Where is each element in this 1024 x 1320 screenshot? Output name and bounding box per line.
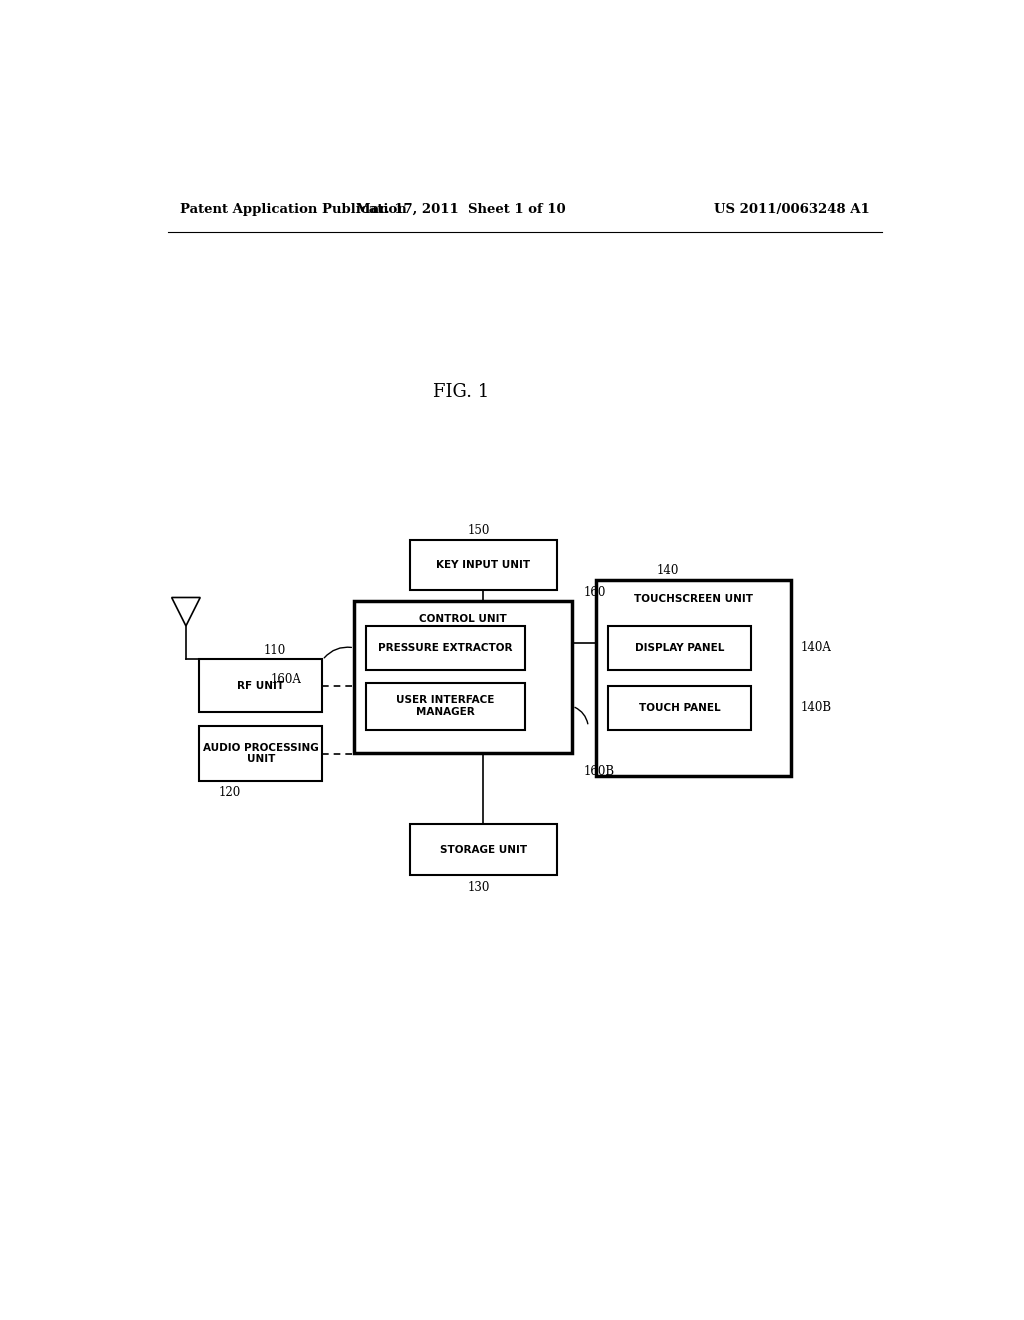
Text: 160A: 160A (270, 673, 301, 686)
Text: Mar. 17, 2011  Sheet 1 of 10: Mar. 17, 2011 Sheet 1 of 10 (356, 203, 566, 215)
Bar (367, 682, 524, 730)
Text: 140B: 140B (801, 701, 833, 714)
Text: Patent Application Publication: Patent Application Publication (179, 203, 407, 215)
Text: STORAGE UNIT: STORAGE UNIT (439, 845, 526, 854)
Bar (410, 824, 557, 875)
Bar (410, 540, 557, 590)
Text: AUDIO PROCESSING
UNIT: AUDIO PROCESSING UNIT (203, 743, 318, 764)
Bar (596, 581, 791, 776)
Text: 160: 160 (584, 586, 606, 599)
Text: 140A: 140A (801, 640, 831, 653)
Text: FIG. 1: FIG. 1 (433, 383, 489, 401)
Text: US 2011/0063248 A1: US 2011/0063248 A1 (715, 203, 870, 215)
Bar (608, 626, 751, 669)
Text: USER INTERFACE
MANAGER: USER INTERFACE MANAGER (396, 696, 495, 717)
Bar (200, 726, 323, 781)
Text: KEY INPUT UNIT: KEY INPUT UNIT (436, 560, 530, 570)
Bar (354, 601, 572, 752)
Text: CONTROL UNIT: CONTROL UNIT (420, 614, 507, 624)
Text: 120: 120 (218, 787, 241, 799)
Bar (608, 686, 751, 730)
Text: 160B: 160B (584, 764, 614, 777)
Text: 140: 140 (656, 564, 679, 577)
Text: TOUCHSCREEN UNIT: TOUCHSCREEN UNIT (634, 594, 753, 603)
Text: 130: 130 (468, 880, 489, 894)
Text: TOUCH PANEL: TOUCH PANEL (639, 702, 720, 713)
Text: DISPLAY PANEL: DISPLAY PANEL (635, 643, 724, 653)
Bar (367, 626, 524, 669)
Text: 110: 110 (264, 644, 286, 657)
Text: PRESSURE EXTRACTOR: PRESSURE EXTRACTOR (378, 643, 513, 653)
Text: RF UNIT: RF UNIT (238, 681, 285, 690)
Bar (200, 660, 323, 713)
Text: 150: 150 (468, 524, 489, 537)
